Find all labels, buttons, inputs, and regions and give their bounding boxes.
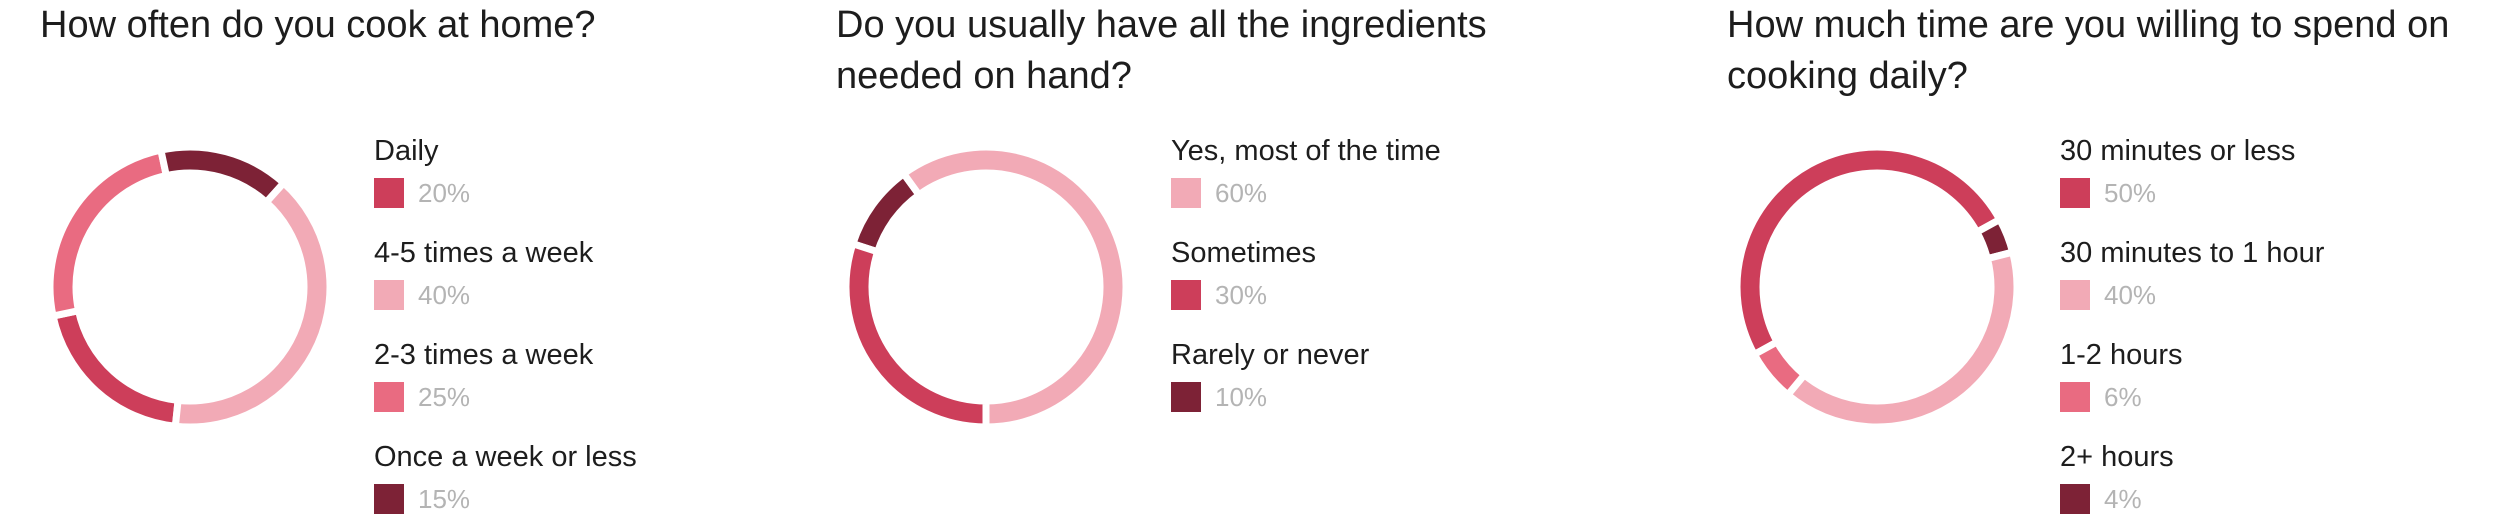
legend-label: Daily xyxy=(374,135,439,167)
legend-item-once-a-week-or-less: Once a week or less 15% xyxy=(374,440,834,526)
chart-panel-cooking-time: How much time are you willing to spend o… xyxy=(1727,0,2500,519)
legend-label: Once a week or less xyxy=(374,441,637,473)
legend-label: Yes, most of the time xyxy=(1171,135,1441,167)
legend-value: 25% xyxy=(418,382,471,412)
legend-label: Sometimes xyxy=(1171,237,1317,269)
legend-label: 30 minutes to 1 hour xyxy=(2060,237,2325,269)
chart-panel-cook-frequency: How often do you cook at home? Daily 20% 4… xyxy=(40,0,800,519)
legend-value: 40% xyxy=(418,280,471,310)
chart-title: How often do you cook at home? xyxy=(40,4,596,46)
legend-label: Rarely or never xyxy=(1171,339,1370,371)
legend-swatch xyxy=(1171,178,1201,208)
legend-swatch xyxy=(1171,382,1201,412)
legend-swatch xyxy=(2060,484,2090,514)
legend-swatch xyxy=(374,484,404,514)
donut-slice-30-minutes-to-1-hour xyxy=(1782,247,2021,431)
legend-item-30-minutes-to-1-hour: 30 minutes to 1 hour 40% xyxy=(2060,236,2500,322)
legend-item-2-hours: 2+ hours 4% xyxy=(2060,440,2500,526)
donut-slice-2-3-times-a-week xyxy=(46,145,171,321)
legend-item-rarely-or-never: Rarely or never 10% xyxy=(1171,338,1631,424)
chart-title: How much time are you willing to spend o… xyxy=(1727,4,2450,97)
legend-swatch xyxy=(374,382,404,412)
donut-slice-daily xyxy=(48,306,182,431)
legend-label: 2-3 times a week xyxy=(374,339,594,371)
donut-slice-yes-most-of-the-time xyxy=(898,143,1130,431)
legend-swatch xyxy=(2060,280,2090,310)
legend-value: 60% xyxy=(1215,178,1268,208)
legend-item-1-2-hours: 1-2 hours 6% xyxy=(2060,338,2500,424)
legend-label: 30 minutes or less xyxy=(2060,135,2296,167)
donut-chart xyxy=(1733,143,2021,431)
legend-swatch xyxy=(2060,382,2090,412)
donut-slice-1-2-hours xyxy=(1749,337,1810,400)
legend-value: 50% xyxy=(2104,178,2157,208)
legend-swatch xyxy=(2060,178,2090,208)
donut-slice-once-a-week-or-less xyxy=(156,143,289,208)
legend-value: 10% xyxy=(1215,382,1268,412)
legend-value: 6% xyxy=(2104,382,2142,412)
legend-item-30-minutes-or-less: 30 minutes or less 50% xyxy=(2060,134,2500,220)
legend-value: 4% xyxy=(2104,484,2142,514)
legend-item-daily: Daily 20% xyxy=(374,134,834,220)
legend-item-yes-most-of-the-time: Yes, most of the time 60% xyxy=(1171,134,1631,220)
legend-swatch xyxy=(374,280,404,310)
donut-chart xyxy=(46,143,334,431)
chart-panel-ingredients: Do you usually have all the ingredients … xyxy=(836,0,1636,519)
legend-value: 40% xyxy=(2104,280,2157,310)
donut-slice-4-5-times-a-week xyxy=(171,178,334,431)
legend-item-2-3-times-a-week: 2-3 times a week 25% xyxy=(374,338,834,424)
donut-chart xyxy=(842,143,1130,431)
donut-slice-30-minutes-or-less xyxy=(1733,143,2005,360)
legend-item-sometimes: Sometimes 30% xyxy=(1171,236,1631,322)
legend-label: 2+ hours xyxy=(2060,441,2174,473)
legend-item-4-5-times-a-week: 4-5 times a week 40% xyxy=(374,236,834,322)
legend-swatch xyxy=(374,178,404,208)
legend-label: 1-2 hours xyxy=(2060,339,2183,371)
legend-label: 4-5 times a week xyxy=(374,237,594,269)
legend-value: 15% xyxy=(418,484,471,514)
chart-title: Do you usually have all the ingredients … xyxy=(836,4,1487,97)
legend-value: 20% xyxy=(418,178,471,208)
legend-swatch xyxy=(1171,280,1201,310)
legend-value: 30% xyxy=(1215,280,1268,310)
donut-slice-sometimes xyxy=(842,239,990,431)
